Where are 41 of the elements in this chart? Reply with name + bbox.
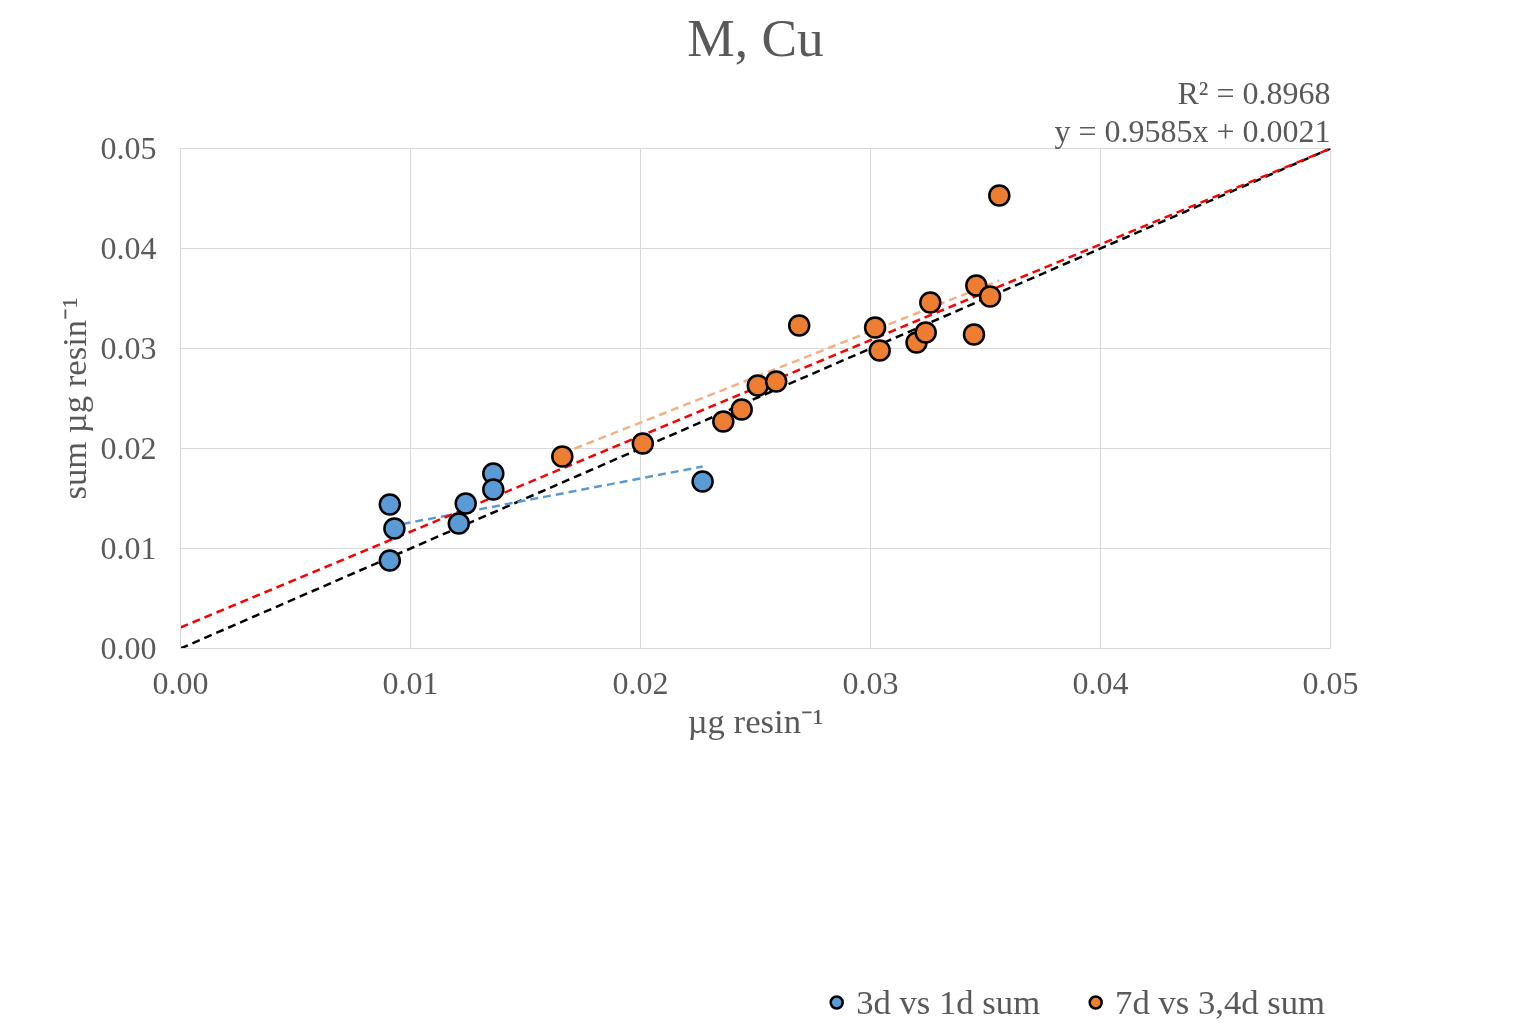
x-axis-title: µg resin⁻¹ (687, 701, 824, 740)
x-tick-label: 0.04 (1072, 664, 1129, 701)
point (454, 492, 477, 515)
legend-label: 7d vs 3,4d sum (1115, 982, 1325, 1022)
point (378, 549, 402, 572)
y-tick-label: 0.01 (100, 530, 157, 566)
x-tick-label: 0.00 (152, 664, 209, 701)
y-axis-title: sum µg resin⁻¹ (54, 297, 93, 500)
x-tick-label: 0.03 (842, 664, 899, 701)
y-tick-label: 0.04 (100, 230, 157, 266)
point (787, 314, 811, 337)
point (988, 184, 1011, 207)
point (712, 410, 735, 433)
x-tick-label: 0.05 (1302, 664, 1359, 701)
point (631, 432, 655, 455)
x-tick-label: 0.02 (612, 664, 669, 701)
point (383, 517, 406, 540)
y-tick-label: 0.02 (100, 430, 157, 466)
point (978, 285, 1002, 308)
chart-title: M, Cu (687, 7, 824, 68)
point (447, 512, 471, 535)
point (914, 321, 937, 344)
legend-label: 3d vs 1d sum (856, 982, 1041, 1022)
y-tick-label: 0.00 (100, 630, 157, 666)
annotation: y = 0.9585x + 0.0021 (1054, 112, 1331, 149)
point (863, 316, 887, 339)
point (551, 445, 574, 468)
point (691, 470, 714, 493)
point (730, 398, 753, 421)
point (962, 323, 986, 346)
text: R² = 0.8968 (1177, 74, 1331, 111)
y-tick-label: 0.05 (100, 130, 157, 166)
x-tick-label: 0.01 (382, 664, 439, 701)
point (868, 339, 891, 362)
y-tick-label: 0.03 (100, 330, 157, 366)
point (764, 370, 788, 393)
point (965, 274, 988, 297)
point (919, 291, 942, 314)
point (482, 478, 505, 501)
point (746, 374, 770, 397)
point (378, 493, 402, 516)
